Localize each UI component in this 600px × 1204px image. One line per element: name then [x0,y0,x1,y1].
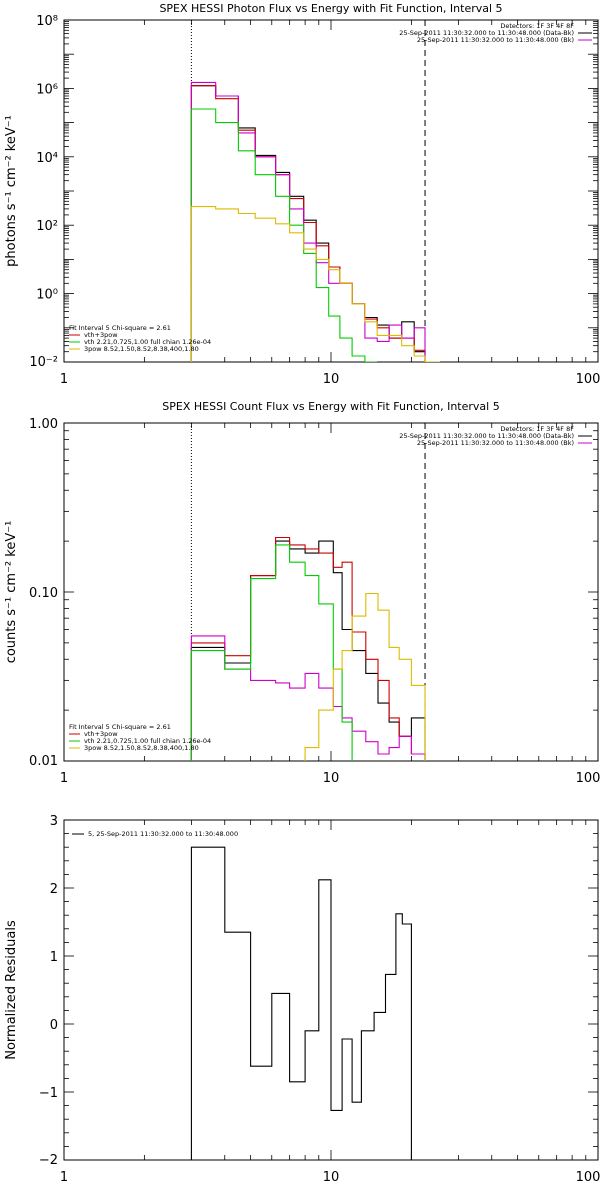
series-line-data-bk [190,540,426,761]
legend-item: 3pow 8.52,1.50,8.52,8.38,400,1.80 [84,345,199,353]
plot-frame [63,19,599,363]
series-line-3pow [304,592,426,761]
y-tick-label: −2 [39,1153,58,1168]
legend-item: Fit Interval 5 Chi-square = 2.61 [69,723,171,731]
y-tick-label: 1 [50,950,58,965]
legend-item: vth+3pow [84,730,118,738]
y-tick-label: 0.10 [29,586,58,601]
series-line-5-25-sep-2011-11-30-32-000-to-11-30-48-000 [190,846,412,1160]
y-tick-label: −1 [39,1086,58,1101]
legend-item: 5, 25-Sep-2011 11:30:32.000 to 11:30:48.… [88,830,238,838]
legend-top-line: 25-Sep-2011 11:30:32.000 to 11:30:48.000… [399,432,574,440]
chart-panel-2: SPEX HESSI Count Flux vs Energy with Fit… [4,400,600,786]
chart-panel-1: SPEX HESSI Photon Flux vs Energy with Fi… [4,2,600,387]
x-tick-label: 100 [576,771,600,786]
y-tick-label: 10⁰ [36,288,58,303]
x-tick-label: 10 [323,1170,340,1185]
y-tick-label: 10⁸ [36,14,58,29]
x-tick-label: 100 [576,372,600,387]
y-tick-label: 10⁴ [36,151,58,166]
y-axis-label: photons s⁻¹ cm⁻² keV⁻¹ [4,115,19,267]
x-tick-label: 10 [323,771,340,786]
legend-top-line: 25-Sep-2011 11:30:32.000 to 11:30:48.000… [417,439,574,447]
series-line-bk [190,635,426,761]
legend-item: vth+3pow [84,331,118,339]
legend-item: 3pow 8.52,1.50,8.52,8.38,400,1.80 [84,744,199,752]
legend-top-line: Detectors: 1F 3F 4F 8F [500,22,574,30]
chart-title: SPEX HESSI Photon Flux vs Energy with Fi… [159,2,502,15]
series-line-data-bk [190,85,426,362]
series-line-3pow [190,206,440,362]
y-axis-label: Normalized Residuals [4,920,19,1060]
legend-item: vth 2.21,0.725,1.00 full chian 1.26e-04 [84,338,211,346]
x-tick-label: 1 [60,771,68,786]
y-tick-label: 10⁶ [36,82,58,97]
legend-top-line: Detectors: 1F 3F 4F 8F [500,425,574,433]
legend-item: Fit Interval 5 Chi-square = 2.61 [69,324,171,332]
x-tick-label: 1 [60,1170,68,1185]
y-tick-label: 10² [36,219,58,234]
series-line-vth-3pow [190,85,426,362]
chart-title: SPEX HESSI Count Flux vs Energy with Fit… [162,400,499,413]
series-line-vth [190,544,353,761]
series-line-vth [190,108,378,362]
y-tick-label: 1.00 [29,417,58,432]
y-tick-label: 2 [50,882,58,897]
legend-top-line: 25-Sep-2011 11:30:32.000 to 11:30:48.000… [417,36,574,44]
y-tick-label: 3 [50,814,58,829]
x-tick-label: 100 [576,1170,600,1185]
y-tick-label: 10⁻² [29,355,58,370]
series-line-vth-3pow [190,536,426,761]
x-tick-label: 10 [323,372,340,387]
legend-item: vth 2.21,0.725,1.00 full chian 1.26e-04 [84,737,211,745]
y-axis-label: counts s⁻¹ cm⁻² keV⁻¹ [4,521,19,664]
y-tick-label: 0.01 [29,754,58,769]
chart-panel-3: Normalized Residuals 1 10 100 −2 −1 0 1 2 3 5, 25-… [4,814,600,1185]
x-tick-label: 1 [60,372,68,387]
legend-top-line: 25-Sep-2011 11:30:32.000 to 11:30:48.000… [399,29,574,37]
y-tick-label: 0 [50,1018,58,1033]
